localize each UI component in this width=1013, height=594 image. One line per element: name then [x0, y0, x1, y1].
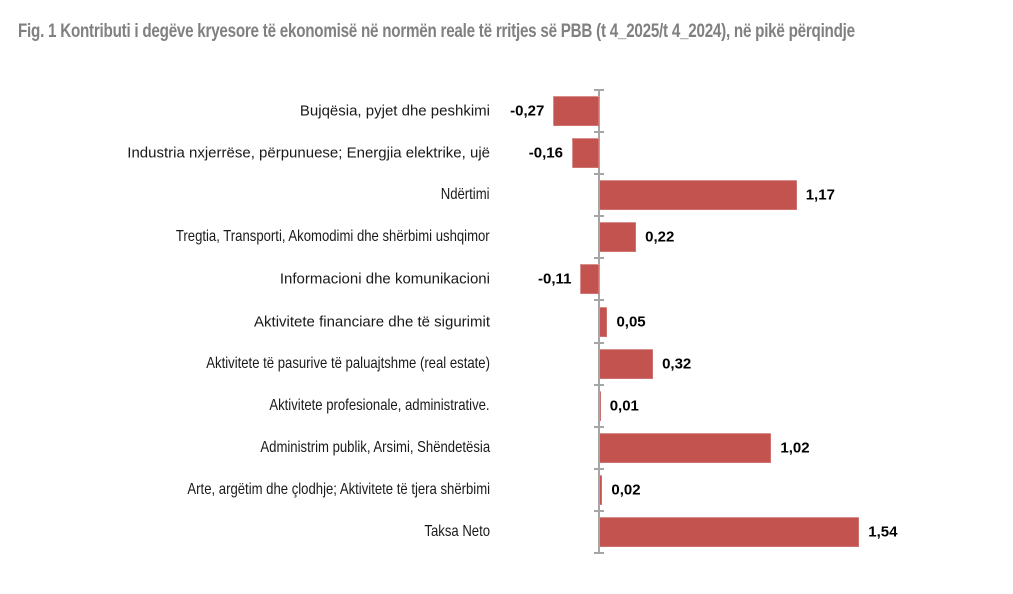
axis-tick	[594, 257, 604, 260]
axis-tick	[594, 173, 604, 176]
axis-tick	[594, 341, 604, 344]
category-label: Informacioni dhe komunikacioni	[279, 270, 490, 288]
bar	[599, 474, 603, 505]
value-label: 1,02	[780, 439, 810, 457]
axis-tick	[594, 425, 604, 428]
value-label: -0,11	[538, 270, 572, 288]
axis-tick	[594, 552, 604, 554]
category-label: Arte, argëtim dhe çlodhje; Aktivitete të…	[187, 480, 490, 498]
category-label: Aktivitete të pasurive të paluajtshme (r…	[206, 354, 490, 372]
axis-tick	[594, 215, 604, 218]
bar	[580, 264, 599, 295]
axis-tick	[594, 467, 604, 470]
axis-tick	[594, 509, 604, 512]
category-label: Bujqësia, pyjet dhe peshkimi	[299, 102, 490, 120]
bar	[599, 348, 654, 379]
bar	[571, 138, 599, 169]
value-label: 1,17	[805, 186, 835, 204]
category-label: Taksa Neto	[424, 522, 490, 540]
axis-tick	[594, 299, 604, 302]
axis-tick	[594, 383, 604, 386]
bar	[599, 432, 772, 463]
value-label: -0,27	[510, 102, 545, 120]
bar	[599, 222, 637, 253]
value-label: 1,54	[868, 523, 898, 541]
value-label: 0,32	[662, 355, 692, 373]
category-label: Tregtia, Transporti, Akomodimi dhe shërb…	[176, 228, 490, 246]
bar	[599, 516, 860, 547]
value-label: -0,16	[528, 144, 563, 162]
category-label: Administrim publik, Arsimi, Shëndetësia	[260, 438, 490, 456]
bar	[599, 390, 601, 421]
category-label: Aktivitete financiare dhe të sigurimit	[254, 313, 490, 330]
axis-tick	[594, 131, 604, 134]
bar	[553, 96, 599, 127]
category-label: Industria nxjerrëse, përpunuese; Energji…	[127, 144, 490, 162]
value-label: 0,01	[609, 397, 639, 415]
value-label: 0,22	[645, 228, 675, 246]
axis-tick	[594, 89, 604, 91]
value-label: 0,02	[611, 481, 641, 499]
category-label: Aktivitete profesionale, administrative.	[269, 396, 490, 414]
value-label: 0,05	[616, 313, 646, 330]
category-label: Ndërtimi	[441, 186, 490, 204]
bar	[599, 180, 797, 211]
bar	[599, 306, 608, 337]
figure-title: Fig. 1 Kontributi i degëve kryesore të e…	[18, 21, 855, 42]
